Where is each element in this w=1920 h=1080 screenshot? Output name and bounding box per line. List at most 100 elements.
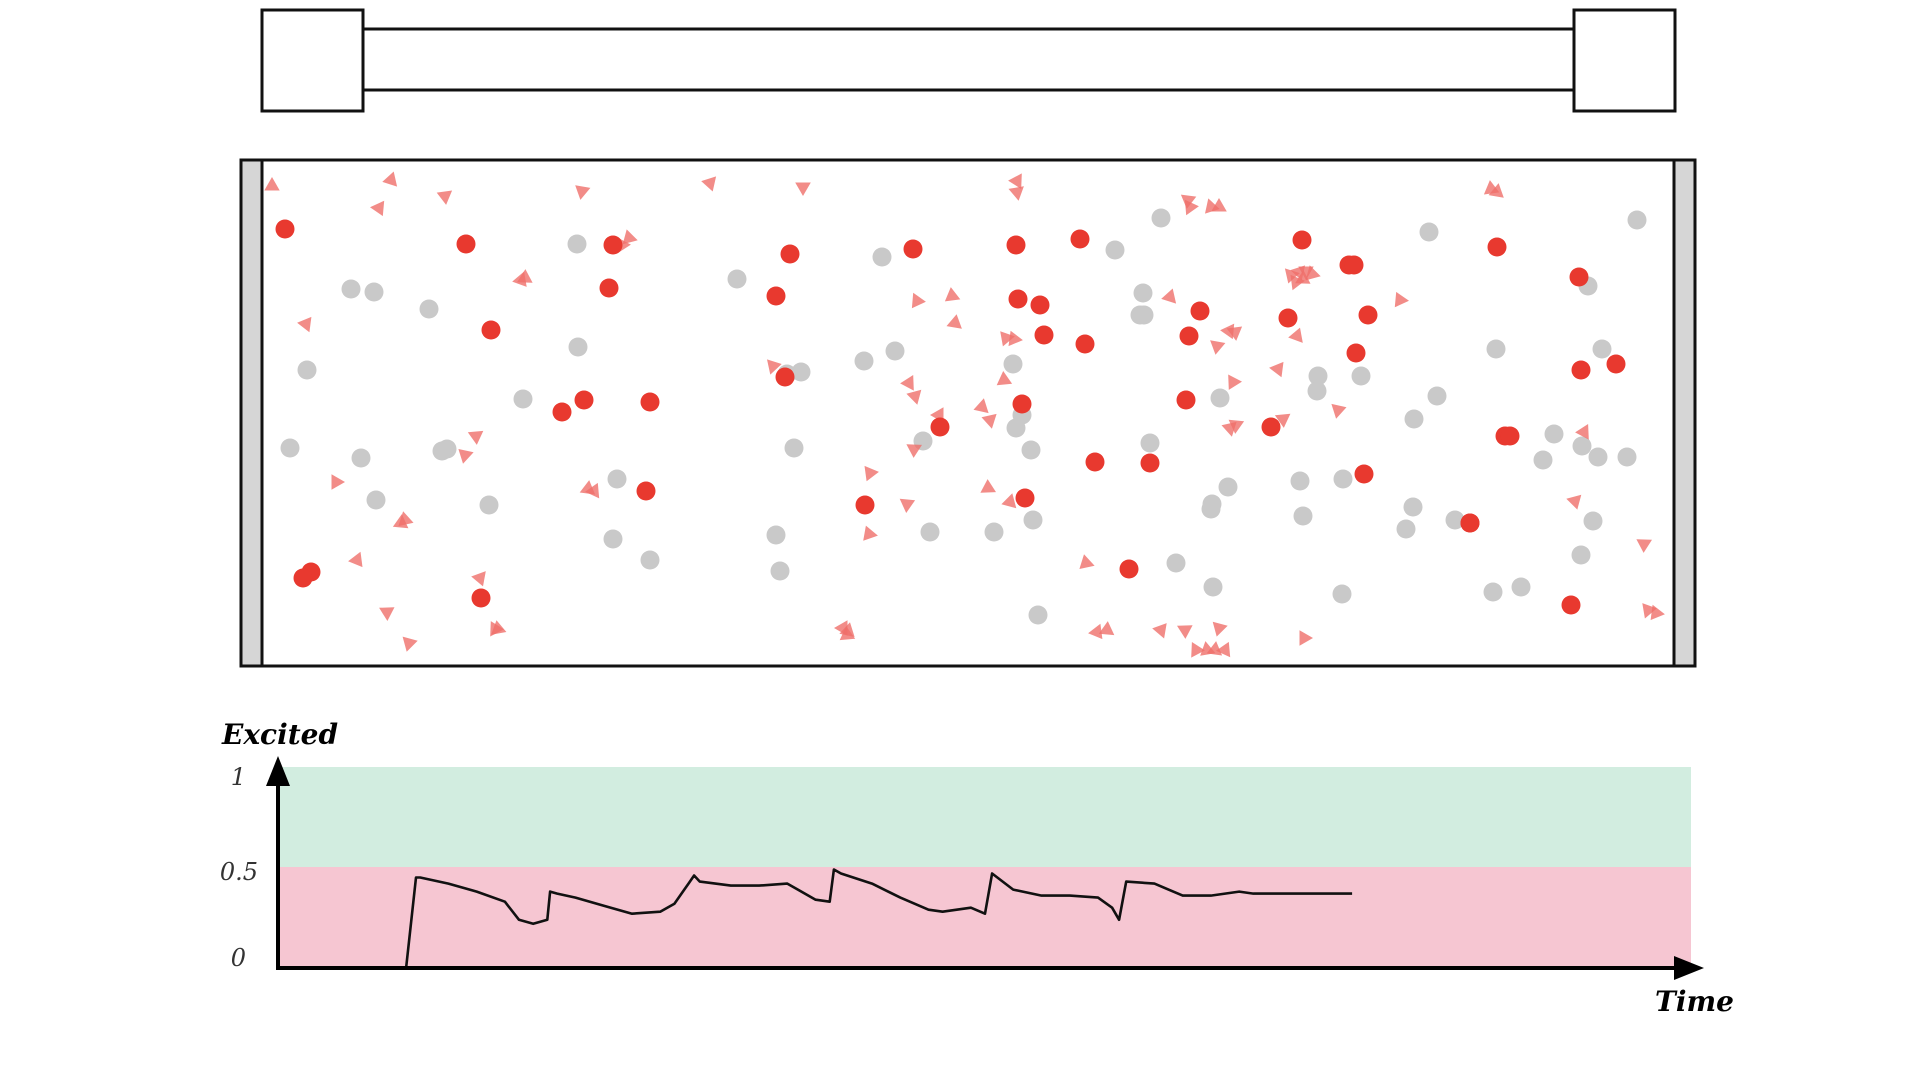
ground-state-particle — [513, 389, 533, 409]
photon — [1211, 198, 1227, 212]
excited-particle — [1487, 237, 1507, 257]
excited-particle — [1261, 417, 1281, 437]
photon — [1288, 327, 1303, 343]
excited-particle — [1344, 255, 1364, 275]
photon — [1220, 323, 1235, 340]
right-piston-block[interactable] — [1572, 8, 1677, 113]
photon — [1269, 361, 1284, 378]
ground-state-particle — [432, 441, 452, 461]
photon — [1636, 539, 1652, 553]
photon — [1001, 493, 1017, 509]
ground-state-particle — [1202, 494, 1222, 514]
photon — [980, 479, 996, 493]
photon — [900, 375, 914, 391]
photon — [512, 271, 527, 287]
photon — [1575, 424, 1589, 440]
excited-particle — [1012, 394, 1032, 414]
excited-particle — [766, 286, 786, 306]
photon — [491, 620, 507, 635]
excited-particle — [1140, 453, 1160, 473]
photon — [622, 229, 638, 245]
photon — [1008, 173, 1022, 189]
x-axis-arrowhead — [1674, 956, 1704, 980]
excited-particle — [903, 239, 923, 259]
excited-particle — [1034, 325, 1054, 345]
excited-particle — [1354, 464, 1374, 484]
left-wall[interactable] — [239, 158, 264, 668]
photon — [458, 449, 474, 464]
ground-state-particle — [1572, 436, 1592, 456]
ground-state-particle — [366, 490, 386, 510]
ground-state-particle — [1332, 584, 1352, 604]
ground-state-particle — [1396, 519, 1416, 539]
excitation-graph: Excited Time 1 0.5 0 — [220, 718, 1734, 1018]
ground-state-particle — [419, 299, 439, 319]
ground-state-particle — [1166, 553, 1186, 573]
photon — [379, 607, 395, 621]
excited-particles — [275, 219, 1626, 615]
ground-state-particle — [341, 279, 361, 299]
ground-state-particle — [1627, 210, 1647, 230]
ground-state-particle — [1003, 354, 1023, 374]
x-axis-title: Time — [1655, 985, 1734, 1018]
ground-particles — [280, 208, 1647, 625]
photon — [1206, 641, 1223, 656]
excited-particle — [1070, 229, 1090, 249]
photon — [944, 287, 961, 302]
piston-assembly — [260, 8, 1677, 113]
excited-particle — [640, 392, 660, 412]
photon — [1177, 625, 1193, 639]
excited-particle — [471, 588, 491, 608]
photons — [264, 171, 1665, 658]
left-piston-block[interactable] — [260, 8, 365, 113]
excited-particle — [1190, 301, 1210, 321]
photon — [585, 482, 600, 499]
photon — [575, 185, 591, 200]
ground-state-particle — [791, 362, 811, 382]
photon — [1210, 340, 1226, 355]
ground-state-particle — [920, 522, 940, 542]
excited-trace-line — [279, 868, 1353, 970]
photon — [946, 314, 962, 329]
ground-state-particle — [1427, 386, 1447, 406]
excited-particle — [775, 367, 795, 387]
photon — [1152, 623, 1167, 639]
excited-particle — [293, 568, 313, 588]
ground-state-particle — [603, 529, 623, 549]
ground-state-particle — [1028, 605, 1048, 625]
excited-particle — [1346, 343, 1366, 363]
ground-state-particle — [1483, 582, 1503, 602]
ground-state-particle — [1486, 339, 1506, 359]
ground-state-particle — [1592, 339, 1612, 359]
ground-state-particle — [854, 351, 874, 371]
photon — [402, 636, 418, 652]
photon — [1098, 621, 1115, 636]
photon — [906, 389, 922, 405]
ground-state-particle — [1445, 510, 1465, 530]
ground-state-particle — [1307, 381, 1327, 401]
ground-state-particle — [885, 341, 905, 361]
photon — [1650, 604, 1665, 621]
ground-state-particle — [607, 469, 627, 489]
photon — [264, 177, 280, 191]
photon — [382, 171, 398, 187]
ground-state-particle — [1511, 577, 1531, 597]
photon — [996, 371, 1013, 386]
excited-particle — [1030, 295, 1050, 315]
photon — [1079, 554, 1095, 569]
excited-particle — [1292, 230, 1312, 250]
ground-state-particle — [784, 438, 804, 458]
ground-state-particle — [1404, 409, 1424, 429]
photon — [1331, 403, 1347, 419]
ground-state-particle — [1023, 510, 1043, 530]
excited-particle — [599, 278, 619, 298]
ground-state-particle — [1533, 450, 1553, 470]
lower-band — [279, 867, 1691, 968]
photon — [370, 200, 385, 217]
ground-state-particle — [351, 448, 371, 468]
photon — [1008, 186, 1024, 201]
photon — [795, 182, 811, 196]
right-wall[interactable] — [1672, 158, 1697, 668]
excited-particle — [1015, 488, 1035, 508]
